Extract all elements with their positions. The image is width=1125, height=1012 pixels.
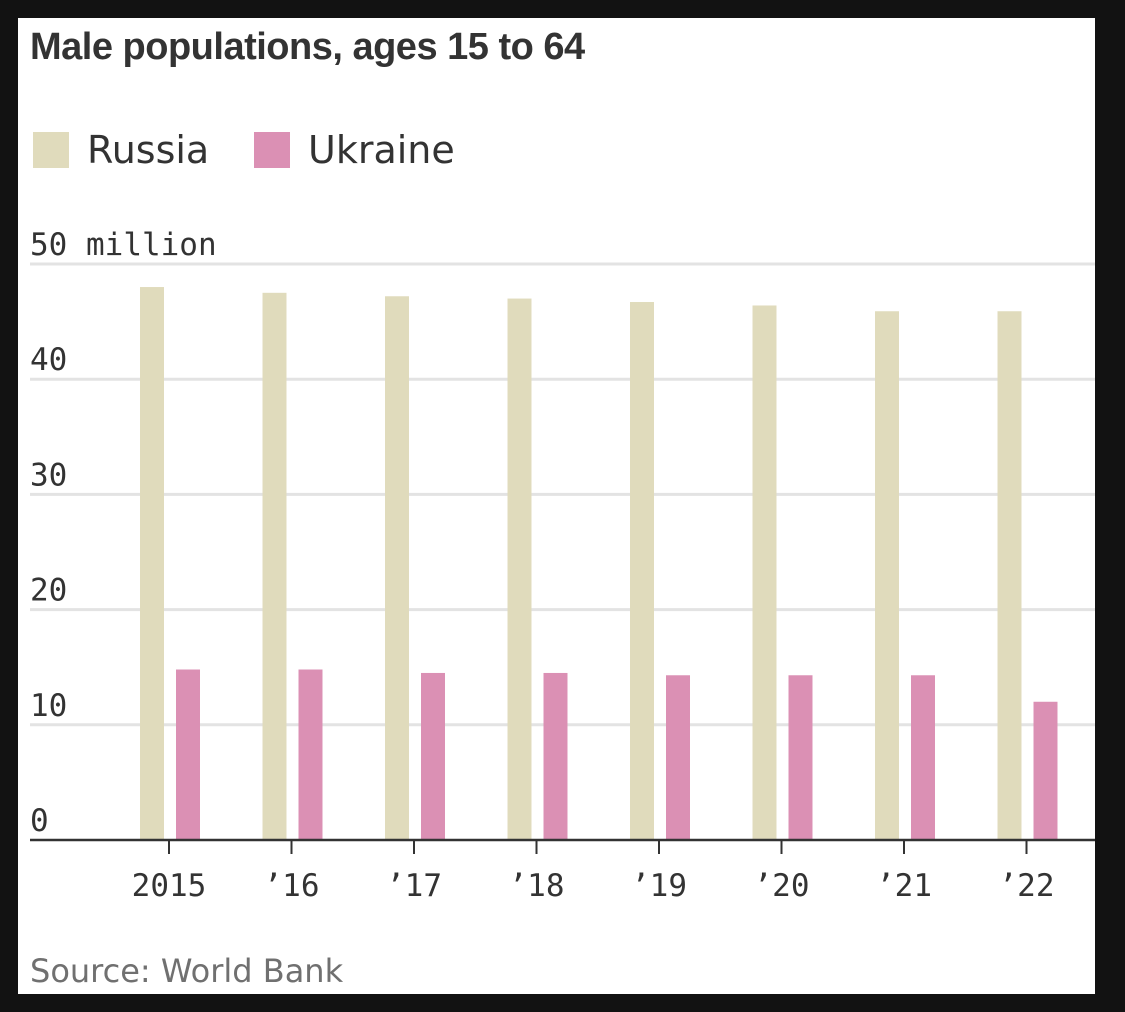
- x-tick-label: 2015: [132, 868, 207, 904]
- x-tick-label: ’16: [264, 868, 320, 904]
- y-tick-label: 20: [30, 573, 67, 609]
- y-tick-label: 50 million: [30, 227, 217, 263]
- legend-swatch-ukraine: [254, 132, 290, 168]
- y-tick-label: 40: [30, 342, 67, 378]
- bar-ukraine: [1033, 701, 1058, 840]
- bar-ukraine: [421, 672, 445, 840]
- x-tick-label: ’19: [631, 868, 687, 904]
- bar-russia: [875, 311, 899, 840]
- chart-title: Male populations, ages 15 to 64: [30, 26, 585, 68]
- x-tick-label: ’18: [509, 868, 565, 904]
- bar-russia: [630, 302, 654, 840]
- y-tick-label: 30: [30, 457, 67, 493]
- bar-ukraine: [911, 675, 935, 840]
- legend-item-russia: Russia: [33, 128, 210, 172]
- bar-russia: [262, 292, 287, 840]
- legend-label-ukraine: Ukraine: [308, 128, 455, 172]
- y-tick-label: 0: [30, 803, 49, 839]
- x-tick-label: ’20: [754, 868, 810, 904]
- chart-card: Male populations, ages 15 to 64 Russia U…: [18, 18, 1095, 994]
- bar-russia: [997, 311, 1022, 840]
- bar-russia: [385, 296, 409, 841]
- x-tick-label: ’17: [386, 868, 442, 904]
- y-tick-label: 10: [30, 688, 67, 724]
- x-tick-label: ’21: [876, 868, 932, 904]
- x-tick-label: ’22: [999, 868, 1055, 904]
- bar-chart: 0 10 20 30 40 50 million 2015 ’16 ’17 ’18 ’19 ’20 ’2…: [30, 227, 1095, 904]
- legend-label-russia: Russia: [87, 128, 210, 172]
- bar-ukraine: [788, 675, 813, 840]
- bar-ukraine: [298, 669, 323, 840]
- legend-swatch-russia: [33, 132, 69, 168]
- bar-ukraine: [543, 672, 568, 840]
- source-note: Source: World Bank: [30, 952, 344, 990]
- bar-ukraine: [176, 669, 200, 840]
- bar-russia: [140, 287, 164, 840]
- bar-russia: [507, 298, 532, 840]
- legend-item-ukraine: Ukraine: [254, 128, 455, 172]
- bar-ukraine: [666, 675, 690, 840]
- bar-russia: [752, 305, 777, 840]
